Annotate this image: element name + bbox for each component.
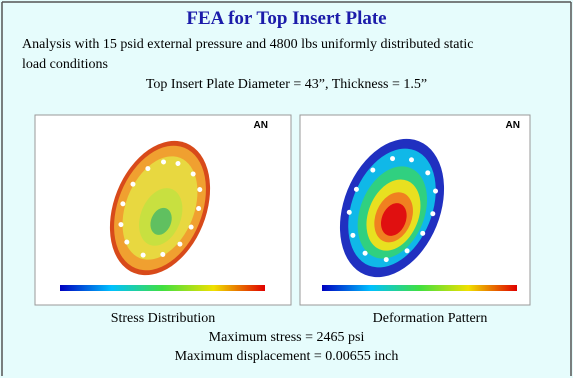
body-text: Top Insert Plate Diameter = 43”, Thickne… — [0, 77, 573, 93]
stress-figure: AN — [35, 115, 291, 305]
body-text: Analysis with 15 psid external pressure … — [22, 37, 473, 53]
body-text: load conditions — [22, 57, 108, 73]
slide: AN AN FEA for — [0, 0, 573, 378]
deformation-figure: AN — [300, 115, 530, 305]
result-text: Maximum displacement = 0.00655 inch — [0, 349, 573, 365]
figure-caption: Deformation Pattern — [300, 311, 560, 327]
result-text: Maximum stress = 2465 psi — [0, 330, 573, 346]
software-logo: AN — [506, 120, 520, 131]
figure-caption: Stress Distribution — [35, 311, 291, 327]
software-logo: AN — [254, 120, 268, 131]
slide-title: FEA for Top Insert Plate — [0, 8, 573, 30]
